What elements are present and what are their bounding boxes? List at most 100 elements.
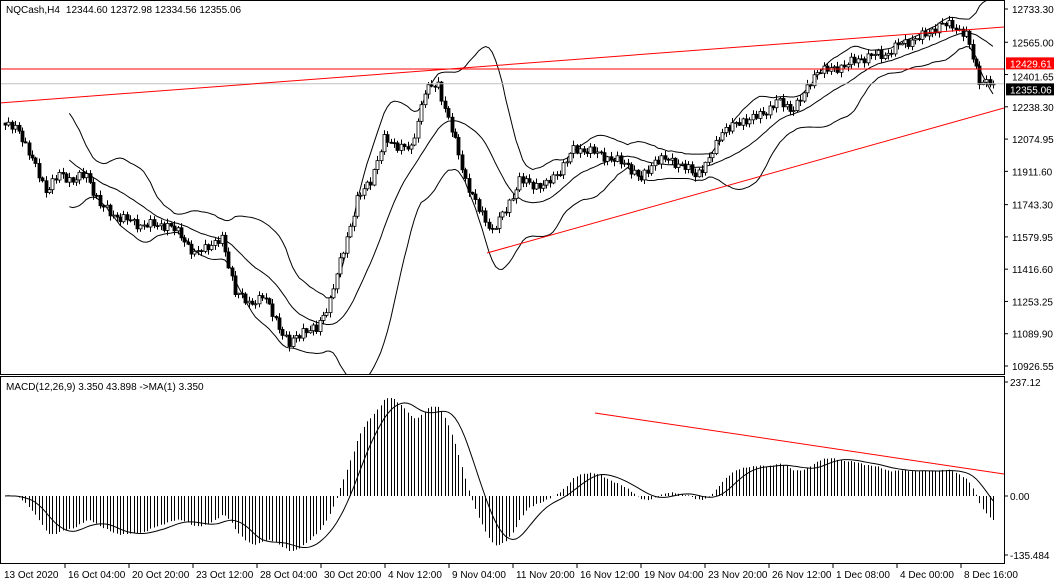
candle-body: [243, 293, 248, 304]
candle-body: [128, 219, 133, 222]
time-axis-label: 8 Dec 16:00: [964, 570, 1018, 581]
candle: [135, 214, 140, 233]
candle-body: [226, 251, 231, 269]
candle: [544, 178, 549, 189]
candle: [842, 60, 847, 69]
candle-body: [551, 174, 556, 184]
candle: [453, 128, 458, 139]
candle-body: [690, 164, 695, 174]
candle-body: [311, 324, 316, 332]
main-chart-panel[interactable]: [0, 0, 1005, 375]
candle: [314, 320, 319, 334]
price-axis-label: 11253.25: [1012, 297, 1053, 308]
candle-body: [338, 257, 343, 275]
candle: [541, 180, 546, 192]
candle: [900, 41, 905, 46]
candle: [568, 152, 573, 165]
candle: [74, 175, 79, 186]
candle-body: [304, 328, 309, 334]
candle-body: [588, 146, 593, 154]
candle-body: [649, 165, 654, 174]
lower-trendline: [486, 107, 1004, 254]
candle-body: [622, 162, 627, 165]
candle-body: [13, 124, 18, 130]
candle-body: [47, 189, 52, 194]
candle: [270, 299, 275, 322]
candle: [321, 311, 326, 325]
candle: [460, 150, 465, 174]
candle: [77, 170, 82, 185]
candle-body: [220, 234, 225, 244]
candle: [308, 325, 313, 334]
candle: [409, 143, 414, 154]
candle-body: [940, 22, 945, 25]
candle-body: [125, 214, 130, 221]
candle: [64, 172, 69, 183]
candle-body: [805, 84, 810, 94]
candle: [758, 108, 763, 124]
candle-body: [697, 169, 702, 178]
candle: [148, 215, 153, 232]
candle: [362, 184, 367, 200]
candle-body: [561, 162, 566, 176]
candle-body: [781, 98, 786, 108]
candle-body: [27, 142, 32, 156]
candle-body: [954, 27, 959, 31]
candle: [192, 248, 197, 257]
candle-body: [335, 273, 340, 290]
candle-body: [927, 33, 932, 37]
candle: [802, 91, 807, 103]
candle-body: [419, 104, 424, 122]
candle: [47, 186, 52, 195]
candle: [906, 38, 911, 50]
candle: [399, 139, 404, 155]
candle: [818, 68, 823, 75]
candle-body: [385, 134, 390, 143]
macd-trendline: [594, 412, 1004, 475]
candle-body: [10, 121, 15, 130]
candle-body: [609, 156, 614, 161]
candle-body: [541, 184, 546, 189]
symbol-timeframe: NQCash,H4: [6, 5, 60, 16]
candle: [527, 174, 532, 185]
candle: [297, 333, 302, 342]
candle-body: [345, 236, 350, 254]
candle-body: [372, 169, 377, 186]
candle: [61, 167, 66, 179]
candle-body: [686, 164, 691, 170]
time-axis-label: 23 Oct 12:00: [196, 570, 254, 581]
candle-body: [270, 303, 275, 317]
candle: [768, 101, 773, 119]
candle-body: [443, 100, 448, 109]
candle: [764, 112, 769, 120]
candle-body: [636, 169, 641, 177]
candle-body: [693, 172, 698, 178]
candle-body: [639, 175, 644, 181]
candle: [629, 162, 634, 179]
candle: [974, 57, 979, 69]
candle-body: [453, 131, 458, 138]
candle: [304, 327, 309, 338]
candle-body: [862, 58, 867, 64]
candle: [98, 190, 103, 209]
candle: [121, 210, 126, 224]
candle-body: [575, 145, 580, 154]
candle: [927, 29, 932, 41]
candle: [20, 127, 25, 147]
price-axis-label: 11743.30: [1012, 201, 1053, 212]
candle-body: [379, 151, 384, 162]
candle: [287, 331, 292, 352]
candle: [348, 223, 353, 238]
candle-body: [33, 157, 38, 164]
candle-body: [23, 141, 28, 144]
candle-body: [203, 244, 208, 252]
candle: [291, 334, 296, 348]
candle-body: [531, 181, 536, 190]
candle-body: [893, 42, 898, 55]
candle-body: [182, 237, 187, 243]
candle: [253, 300, 258, 309]
candle-body: [852, 56, 857, 64]
candle-body: [199, 250, 204, 253]
price-axis-label: 11416.60: [1012, 265, 1053, 276]
